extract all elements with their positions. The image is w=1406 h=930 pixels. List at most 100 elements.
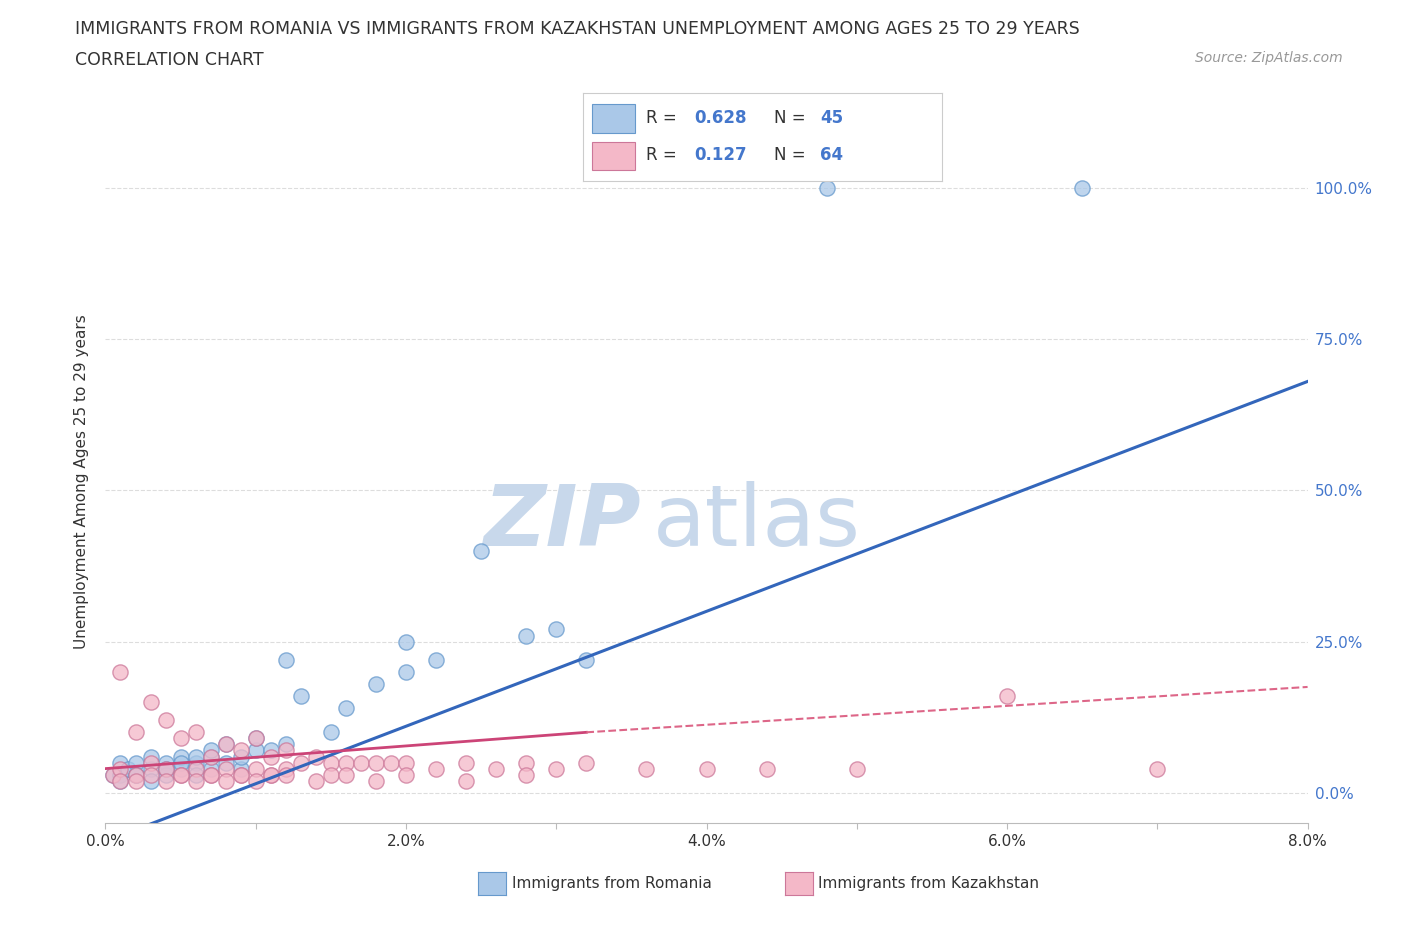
- Point: [245, 773, 267, 788]
- Point: [214, 761, 236, 776]
- Point: [229, 749, 252, 764]
- Point: [169, 749, 191, 764]
- Point: [124, 767, 146, 782]
- Point: [425, 652, 447, 667]
- Text: Immigrants from Romania: Immigrants from Romania: [512, 876, 711, 891]
- Point: [200, 743, 222, 758]
- Point: [229, 743, 252, 758]
- Point: [305, 773, 328, 788]
- Point: [124, 755, 146, 770]
- Point: [155, 761, 177, 776]
- Point: [755, 761, 778, 776]
- Point: [274, 743, 297, 758]
- Point: [364, 676, 387, 691]
- Point: [139, 695, 162, 710]
- Point: [155, 761, 177, 776]
- Point: [110, 664, 132, 679]
- Text: R =: R =: [647, 146, 676, 164]
- Point: [101, 767, 124, 782]
- Point: [995, 688, 1018, 703]
- Point: [1071, 180, 1094, 195]
- Point: [636, 761, 658, 776]
- Point: [245, 743, 267, 758]
- Point: [260, 749, 283, 764]
- Point: [350, 755, 373, 770]
- Point: [395, 634, 418, 649]
- Text: 0.127: 0.127: [695, 146, 747, 164]
- Text: 0.628: 0.628: [695, 109, 747, 126]
- Point: [245, 731, 267, 746]
- Point: [1146, 761, 1168, 776]
- Point: [395, 664, 418, 679]
- Point: [454, 755, 477, 770]
- Point: [380, 755, 402, 770]
- Point: [274, 652, 297, 667]
- Point: [184, 767, 207, 782]
- Point: [845, 761, 868, 776]
- Point: [169, 767, 191, 782]
- Point: [815, 180, 838, 195]
- Point: [200, 749, 222, 764]
- Point: [200, 761, 222, 776]
- Point: [245, 731, 267, 746]
- Point: [155, 773, 177, 788]
- Point: [260, 743, 283, 758]
- Point: [214, 737, 236, 751]
- Point: [139, 755, 162, 770]
- Point: [155, 712, 177, 727]
- Point: [229, 761, 252, 776]
- Point: [335, 700, 357, 715]
- Point: [335, 755, 357, 770]
- Point: [214, 773, 236, 788]
- Point: [290, 688, 312, 703]
- Y-axis label: Unemployment Among Ages 25 to 29 years: Unemployment Among Ages 25 to 29 years: [75, 314, 90, 648]
- Text: Source: ZipAtlas.com: Source: ZipAtlas.com: [1195, 51, 1343, 65]
- Text: Immigrants from Kazakhstan: Immigrants from Kazakhstan: [818, 876, 1039, 891]
- Point: [575, 755, 598, 770]
- Point: [169, 761, 191, 776]
- Point: [546, 761, 568, 776]
- Text: 45: 45: [820, 109, 844, 126]
- Point: [169, 731, 191, 746]
- Point: [139, 761, 162, 776]
- Point: [110, 773, 132, 788]
- Point: [454, 773, 477, 788]
- Point: [425, 761, 447, 776]
- Point: [214, 737, 236, 751]
- Point: [184, 773, 207, 788]
- Point: [155, 767, 177, 782]
- Point: [124, 767, 146, 782]
- Point: [155, 755, 177, 770]
- Point: [139, 773, 162, 788]
- Point: [515, 628, 537, 643]
- Point: [101, 767, 124, 782]
- Point: [274, 761, 297, 776]
- Bar: [592, 141, 636, 170]
- Point: [184, 749, 207, 764]
- Point: [117, 761, 139, 776]
- Point: [139, 749, 162, 764]
- Point: [305, 749, 328, 764]
- Point: [260, 767, 283, 782]
- Point: [260, 767, 283, 782]
- Point: [169, 767, 191, 782]
- Point: [274, 737, 297, 751]
- Point: [515, 755, 537, 770]
- Point: [124, 767, 146, 782]
- Point: [319, 724, 342, 739]
- Point: [184, 761, 207, 776]
- Point: [485, 761, 508, 776]
- Point: [200, 749, 222, 764]
- Point: [110, 767, 132, 782]
- Point: [470, 543, 492, 558]
- Point: [274, 767, 297, 782]
- Point: [214, 755, 236, 770]
- Point: [290, 755, 312, 770]
- Point: [364, 773, 387, 788]
- Point: [395, 767, 418, 782]
- Point: [124, 773, 146, 788]
- Text: CORRELATION CHART: CORRELATION CHART: [75, 51, 263, 69]
- Text: N =: N =: [773, 109, 806, 126]
- Point: [335, 767, 357, 782]
- Point: [169, 755, 191, 770]
